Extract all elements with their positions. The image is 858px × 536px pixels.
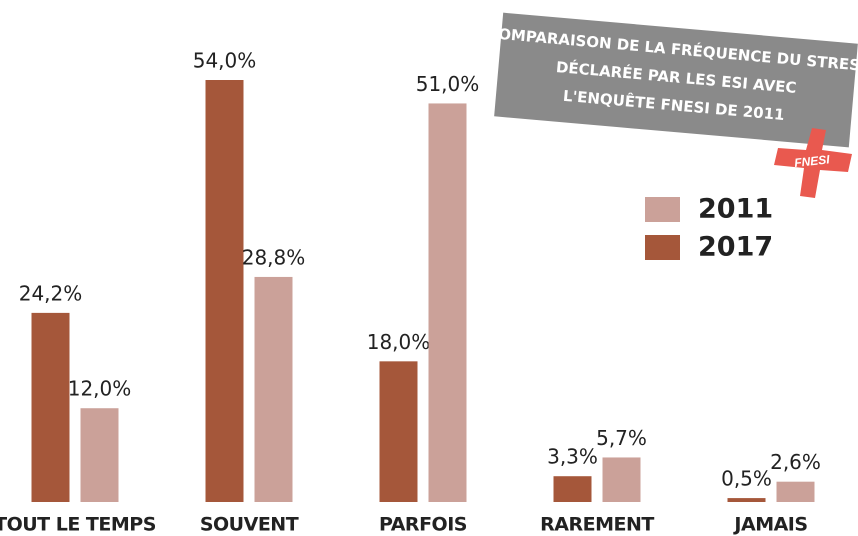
bar bbox=[727, 498, 766, 502]
legend-label: 2011 bbox=[698, 194, 773, 225]
x-tick-label: SOUVENT bbox=[200, 514, 299, 536]
legend-swatch bbox=[645, 235, 680, 260]
bar bbox=[205, 80, 244, 502]
bar bbox=[31, 312, 70, 502]
value-label: 54,0% bbox=[193, 49, 257, 73]
value-label: 18,0% bbox=[367, 330, 431, 354]
value-label: 0,5% bbox=[721, 467, 772, 491]
x-tick-label: TOUT LE TEMPS bbox=[0, 514, 156, 536]
legend-label: 2017 bbox=[698, 232, 773, 263]
bar bbox=[379, 361, 418, 502]
value-label: 51,0% bbox=[416, 72, 480, 96]
bar bbox=[80, 408, 119, 502]
value-label: 24,2% bbox=[19, 281, 83, 305]
title-box: COMPARAISON DE LA FRÉQUENCE DU STRESS DÉ… bbox=[487, 12, 858, 148]
value-label: 12,0% bbox=[68, 377, 132, 401]
logo-text: FNESI bbox=[794, 152, 831, 170]
title-background bbox=[494, 12, 858, 148]
bar bbox=[553, 476, 592, 502]
legend-swatch bbox=[645, 197, 680, 222]
value-label: 5,7% bbox=[596, 426, 647, 450]
x-tick-label: PARFOIS bbox=[379, 514, 467, 536]
logo: FNESI bbox=[774, 128, 852, 198]
value-label: 3,3% bbox=[547, 445, 598, 469]
value-label: 2,6% bbox=[770, 450, 821, 474]
x-tick-label: RAREMENT bbox=[540, 514, 654, 536]
bar bbox=[776, 481, 815, 502]
value-label: 28,8% bbox=[242, 245, 306, 269]
x-tick-label: JAMAIS bbox=[732, 514, 807, 536]
bar bbox=[254, 276, 293, 502]
bar bbox=[428, 103, 467, 502]
bar bbox=[602, 457, 641, 502]
logo-shape bbox=[774, 128, 852, 198]
